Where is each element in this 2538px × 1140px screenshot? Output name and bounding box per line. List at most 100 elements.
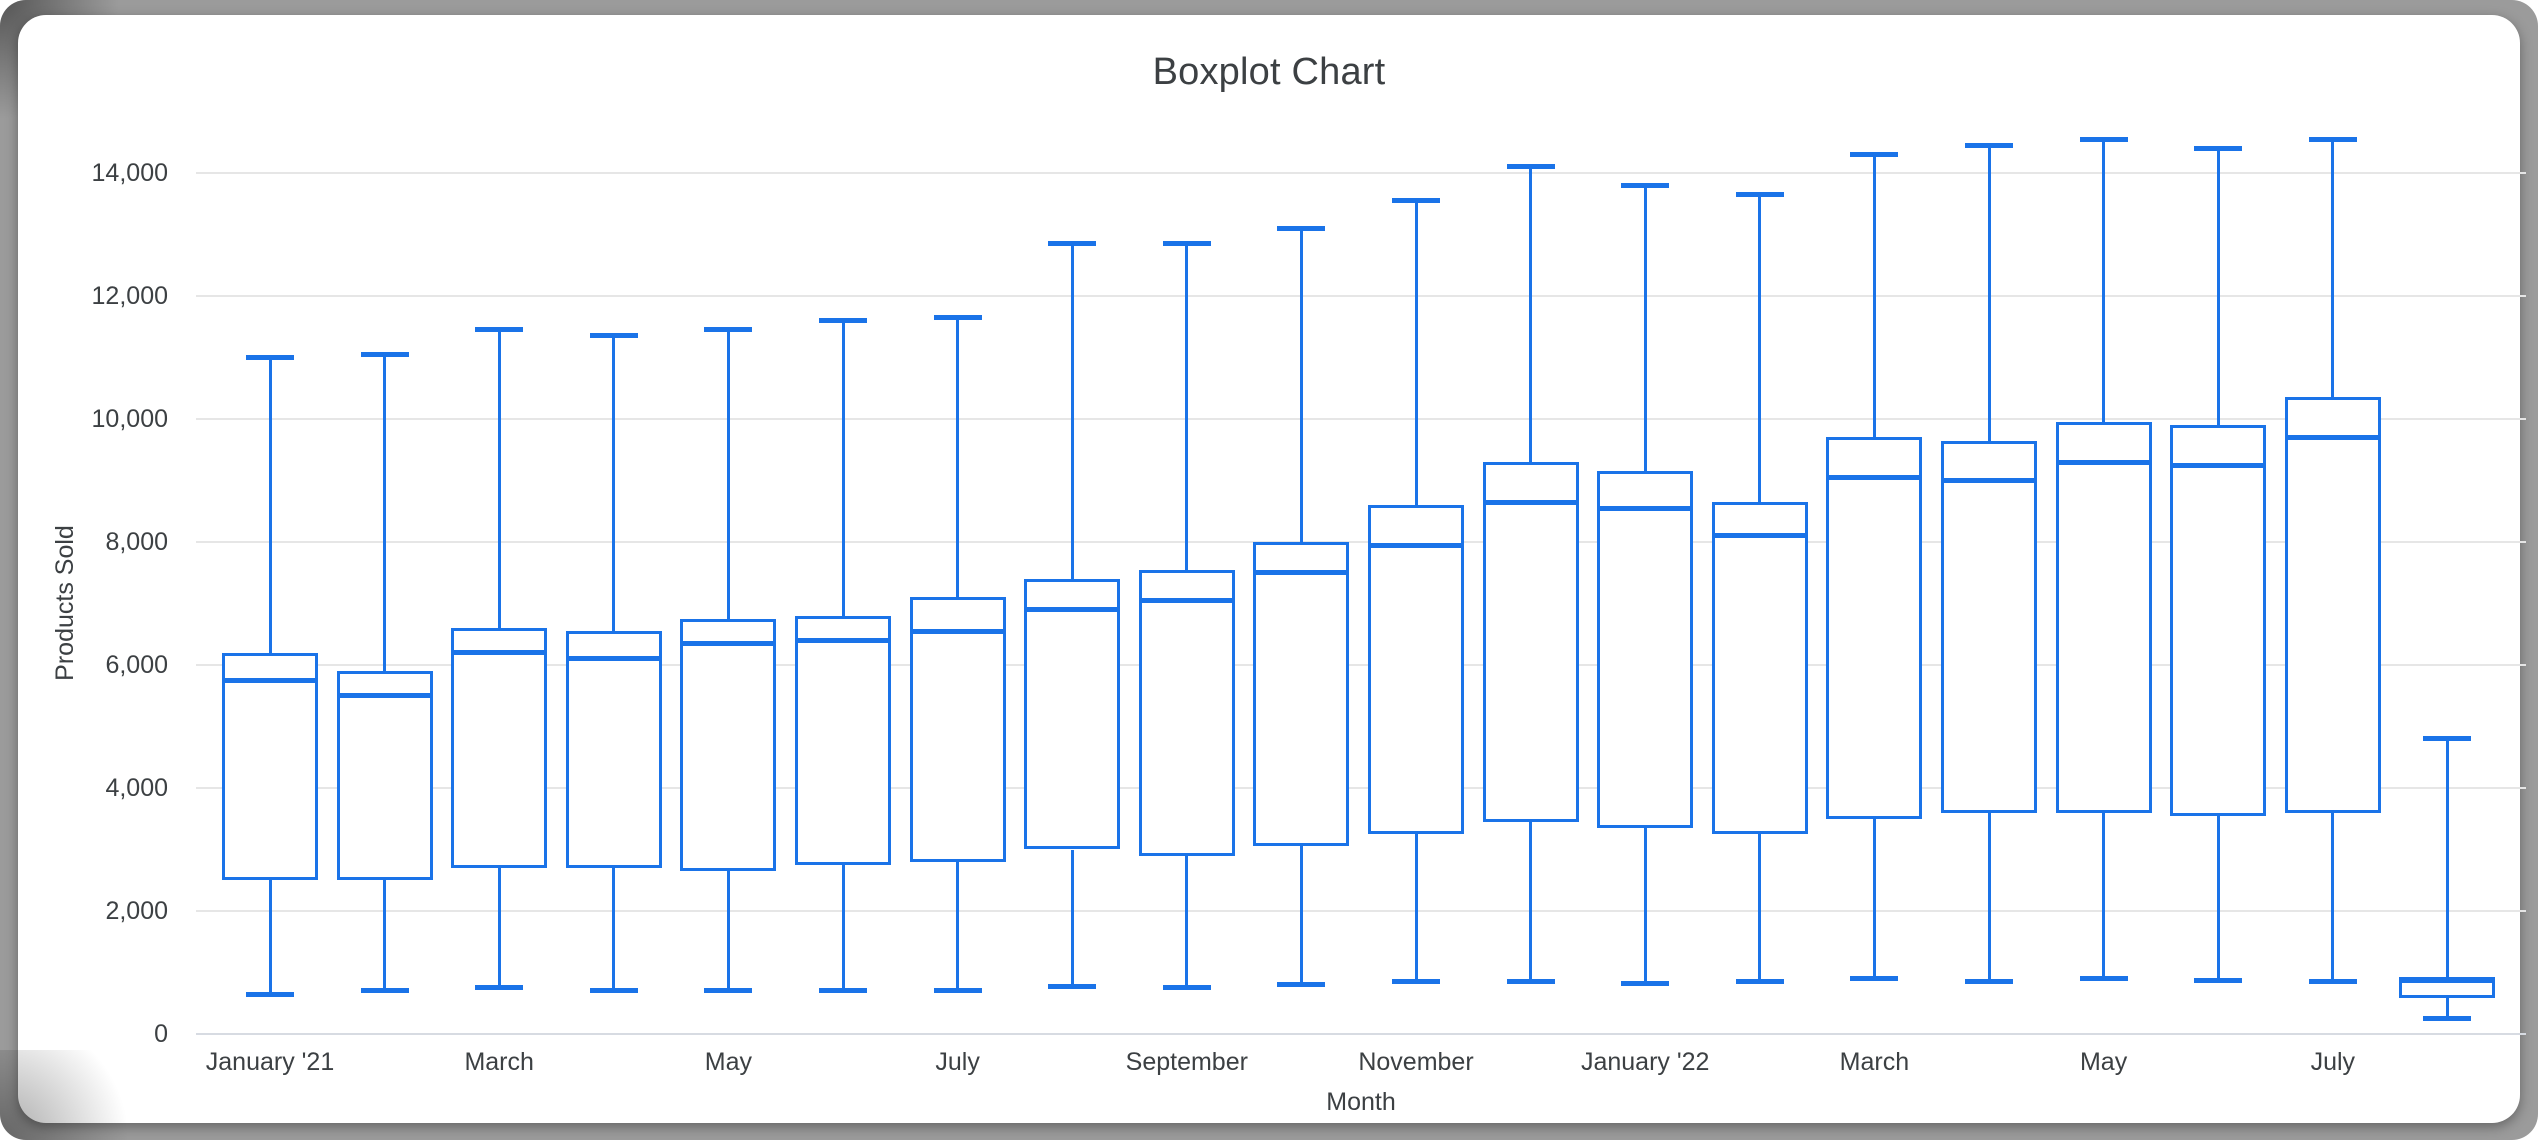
upper-whisker-stem (1070, 243, 1074, 579)
median-line (2055, 459, 2152, 465)
lower-whisker-stem (1987, 812, 1991, 982)
min-whisker-cap (2079, 976, 2128, 982)
lower-whisker-stem (956, 861, 960, 991)
upper-whisker-stem (726, 329, 730, 619)
min-whisker-cap (1621, 981, 1670, 987)
max-whisker-cap (704, 327, 753, 333)
lower-whisker-stem (2102, 812, 2106, 979)
upper-whisker-stem (1758, 194, 1762, 503)
y-tick-label: 12,000 (91, 282, 168, 310)
median-line (795, 637, 891, 643)
median-line (1711, 533, 1808, 539)
gridline-4000 (196, 787, 2526, 789)
upper-whisker-stem (497, 329, 501, 629)
x-tick-label: July (935, 1048, 980, 1076)
box-september[interactable] (1138, 569, 1235, 856)
max-whisker-cap (1048, 241, 1097, 247)
box-april[interactable] (565, 631, 662, 868)
gridline-12000 (196, 295, 2526, 297)
max-whisker-cap (1506, 164, 1555, 170)
min-whisker-cap (2308, 979, 2357, 985)
y-tick-label: 2,000 (105, 897, 168, 925)
box-june[interactable] (795, 615, 891, 865)
box-march[interactable] (1826, 437, 1923, 819)
median-line (1138, 597, 1235, 603)
median-line (2170, 462, 2267, 468)
box-august[interactable] (1024, 578, 1121, 850)
box-february[interactable] (336, 671, 433, 881)
gridline-2000 (196, 910, 2526, 912)
median-line (1368, 542, 1464, 548)
x-tick-label: May (704, 1048, 752, 1076)
box-april[interactable] (1941, 440, 2037, 813)
upper-whisker-stem (268, 357, 272, 653)
x-tick-label: July (2310, 1048, 2356, 1076)
box-may[interactable] (2055, 422, 2152, 813)
max-whisker-cap (2194, 145, 2243, 151)
max-whisker-cap (1162, 241, 1211, 247)
plot-area: 0 2,000 4,000 6,000 8,000 10,000 12,000 14,000 J… (18, 15, 2538, 1140)
box-january-21[interactable] (222, 652, 318, 881)
min-whisker-cap (360, 988, 409, 994)
max-whisker-cap (1850, 152, 1899, 158)
upper-whisker-stem (841, 320, 845, 616)
upper-whisker-stem (1414, 200, 1418, 506)
upper-whisker-stem (2445, 738, 2449, 978)
median-line (2399, 977, 2496, 983)
max-whisker-cap (2423, 736, 2472, 742)
upper-whisker-stem (956, 317, 960, 598)
box-july[interactable] (2284, 397, 2381, 813)
x-tick-label: September (1125, 1048, 1248, 1076)
box-february[interactable] (1711, 502, 1808, 835)
min-whisker-cap (1162, 985, 1211, 991)
max-whisker-cap (475, 327, 524, 333)
box-june[interactable] (2170, 425, 2267, 816)
box-january-22[interactable] (1597, 471, 1694, 828)
lower-whisker-stem (1414, 834, 1418, 982)
median-line (1024, 607, 1121, 613)
max-whisker-cap (2079, 136, 2128, 142)
lower-whisker-stem (1299, 846, 1303, 985)
min-whisker-cap (589, 988, 638, 994)
min-whisker-cap (819, 988, 867, 994)
box-november[interactable] (1368, 505, 1464, 835)
lower-whisker-stem (383, 880, 387, 991)
box-october[interactable] (1253, 542, 1350, 847)
lower-whisker-stem (1529, 821, 1533, 982)
lower-whisker-stem (726, 871, 730, 991)
chart-card: Boxplot Chart Products Sold Month 0 2,000… (18, 15, 2526, 1123)
max-whisker-cap (1735, 192, 1784, 198)
upper-whisker-stem (612, 335, 616, 632)
box-march[interactable] (451, 628, 548, 868)
lower-whisker-stem (1070, 849, 1074, 987)
x-tick-label: March (464, 1048, 534, 1076)
box-december[interactable] (1482, 462, 1579, 822)
max-whisker-cap (589, 333, 638, 339)
x-tick-label: March (1839, 1048, 1910, 1076)
min-whisker-cap (1048, 983, 1097, 989)
upper-whisker-stem (1299, 228, 1303, 542)
median-line (1253, 570, 1350, 576)
min-whisker-cap (704, 988, 753, 994)
gridline-6000 (196, 664, 2526, 666)
y-tick-label: 6,000 (105, 651, 168, 679)
min-whisker-cap (1965, 979, 2013, 985)
median-line (565, 656, 662, 662)
max-whisker-cap (1277, 225, 1326, 231)
min-whisker-cap (246, 991, 294, 997)
box-may[interactable] (680, 618, 777, 872)
min-whisker-cap (933, 988, 982, 994)
lower-whisker-stem (841, 864, 845, 991)
upper-whisker-stem (2102, 139, 2106, 423)
y-tick-label: 0 (154, 1020, 168, 1048)
min-whisker-cap (2423, 1016, 2472, 1022)
gridline-14000 (196, 172, 2526, 174)
min-whisker-cap (1506, 979, 1555, 985)
box-july[interactable] (909, 597, 1006, 862)
x-tick-label: January '22 (1580, 1048, 1710, 1076)
lower-whisker-stem (612, 867, 616, 991)
lower-whisker-stem (1185, 855, 1189, 988)
min-whisker-cap (475, 985, 524, 991)
min-whisker-cap (1850, 976, 1899, 982)
